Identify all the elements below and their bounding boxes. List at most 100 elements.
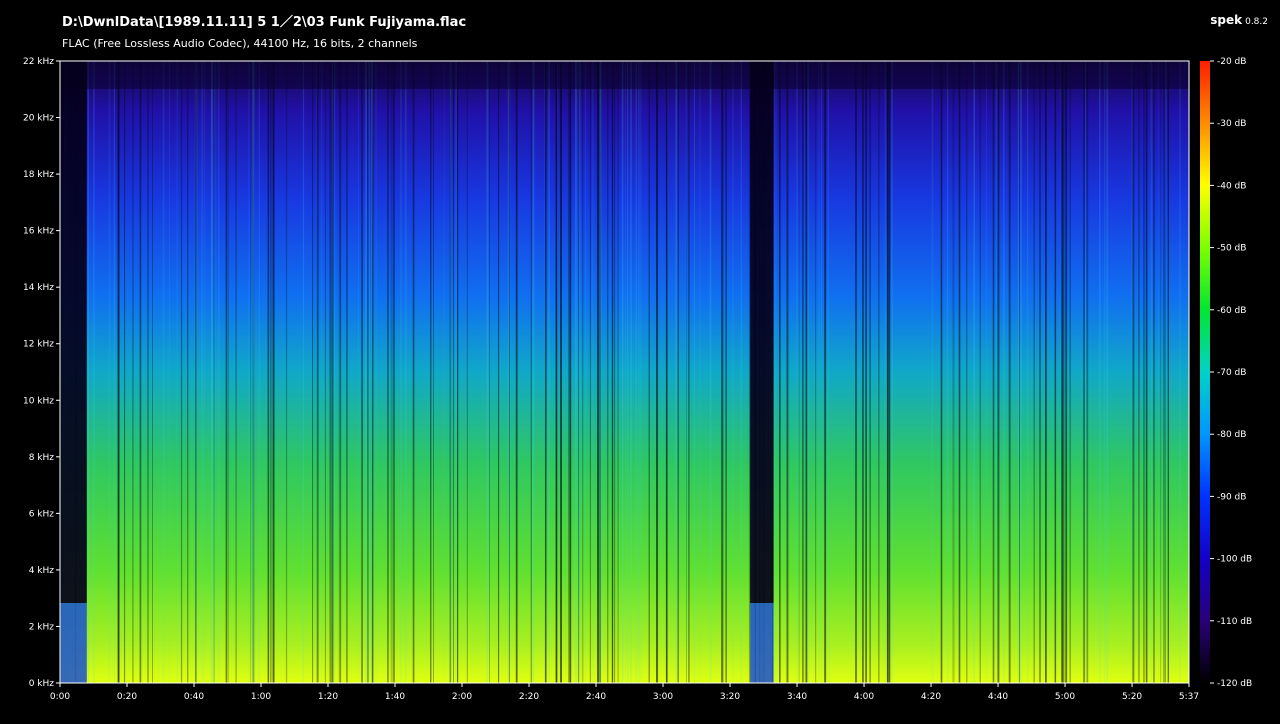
spectrogram-stripe (725, 61, 727, 683)
spectrogram-stripe (453, 61, 454, 683)
spectrogram-stripe (533, 61, 535, 683)
spectrogram-stripe (162, 61, 165, 683)
spectrogram-stripe (315, 61, 318, 683)
spectrogram-stripe (1033, 61, 1035, 683)
spectrogram-stripe (862, 61, 864, 683)
spectrogram-stripe (1062, 61, 1064, 683)
spectrogram-stripe (592, 61, 594, 683)
spectrogram-stripe (316, 61, 319, 683)
y-tick-label: 20 kHz (23, 114, 54, 124)
spectrogram-stripe (1132, 61, 1134, 683)
spectrogram-stripe (1157, 61, 1159, 683)
spectrogram-stripe (891, 61, 893, 683)
y-axis: 0 kHz 2 kHz 4 kHz 6 kHz 8 kHz 10 kHz 12 kHz 14 … (23, 57, 60, 689)
spectrogram-stripe (321, 61, 323, 683)
spectrogram-stripe (575, 61, 577, 683)
spectrogram-stripe (557, 61, 558, 683)
silent-segments (60, 61, 774, 683)
spectrogram-stripe (375, 61, 377, 683)
x-tick-label: 5:20 (1122, 692, 1142, 702)
spectrogram-stripe (368, 61, 370, 683)
spectrogram-stripe (152, 61, 153, 683)
spectrogram-stripe (248, 61, 250, 683)
x-tick-label: 4:40 (988, 692, 1008, 702)
spectrogram-stripe (732, 61, 734, 683)
spectrogram-stripe (1143, 61, 1145, 683)
spectrogram-stripe (430, 61, 432, 683)
spectrogram-stripe (211, 61, 212, 683)
x-tick-label: 3:00 (653, 692, 673, 702)
spectrogram-stripe (1054, 61, 1057, 683)
spectrogram-stripe (805, 61, 808, 683)
spectrogram-stripe (213, 61, 215, 683)
spectrogram-stripe (176, 61, 178, 683)
spectrogram-stripe (1145, 61, 1148, 683)
spectrogram-stripe (1003, 61, 1005, 683)
spectrogram-stripe (1084, 61, 1086, 683)
spectrogram-stripe (878, 61, 880, 683)
spectrogram-stripe (1167, 61, 1169, 683)
spectrogram-stripe (952, 61, 954, 683)
spectrogram-stripe (334, 61, 336, 683)
spectrogram-stripe (1146, 61, 1148, 683)
spectrogram-stripe (638, 61, 640, 683)
spectrogram-stripe (1160, 61, 1162, 683)
spectrogram-stripe (709, 61, 712, 683)
spectrogram-stripe (196, 61, 198, 683)
spectrogram-stripe (979, 61, 981, 683)
spectrogram-stripe (802, 61, 803, 683)
legend-tick-label: -120 dB (1217, 679, 1252, 689)
y-tick-label: 18 kHz (23, 170, 54, 180)
spectrogram-stripe (498, 61, 500, 683)
legend-bar (1200, 61, 1210, 683)
spectrogram-stripe (1027, 61, 1029, 683)
x-tick-label: 4:20 (921, 692, 941, 702)
spectrogram-stripe (556, 61, 558, 683)
spectrogram-stripe (579, 61, 581, 683)
spectrogram-stripe (393, 61, 395, 683)
spectrogram-stripe (699, 61, 701, 683)
spectrogram-stripe (285, 61, 288, 683)
spectrogram-stripe (1104, 61, 1106, 683)
spectrogram-stripe (740, 61, 742, 683)
legend-tick-label: -20 dB (1217, 57, 1246, 67)
y-tick-label: 12 kHz (23, 340, 54, 350)
spectrogram-stripe (329, 61, 332, 683)
spectrogram-stripe (578, 61, 580, 683)
spectrogram-stripe (815, 61, 817, 683)
spectrogram-stripe (1069, 61, 1071, 683)
spectrogram-stripe (685, 61, 687, 683)
spectrogram-stripe (1131, 61, 1133, 683)
app-name-label: spek (1210, 13, 1243, 27)
spectrogram-stripe (548, 61, 550, 683)
spectrogram-stripe (992, 61, 995, 683)
spectrogram-stripe (195, 61, 197, 683)
legend-tick-label: -50 dB (1217, 244, 1246, 254)
spectrogram-stripe (324, 61, 326, 683)
spectrogram-stripe (124, 61, 126, 683)
spectrogram-stripe (1165, 61, 1167, 683)
spectrogram-stripe (201, 61, 203, 683)
y-tick-label: 14 kHz (23, 283, 54, 293)
spectrogram-stripe (139, 61, 141, 683)
spectrogram-stripe (1099, 61, 1101, 683)
spectrogram-stripe (721, 61, 723, 683)
spectrogram-stripe (250, 61, 252, 683)
spectrogram-stripe (515, 61, 518, 683)
spectrogram-stripe (568, 61, 570, 683)
y-tick-label: 8 kHz (29, 453, 55, 463)
spectrogram-stripe (517, 61, 518, 683)
spectrogram-stripe (270, 61, 272, 683)
spectrogram-stripe (1106, 61, 1109, 683)
spectrogram-stripe (372, 61, 374, 683)
spectrogram-stripe (677, 61, 679, 683)
spectrogram-stripe (258, 61, 260, 683)
app-version: 0.8.2 (1245, 17, 1268, 27)
spectrogram-stripe (599, 61, 602, 683)
spectrogram-stripe (1008, 61, 1011, 683)
spectrogram-stripe (302, 61, 305, 683)
x-tick-label: 5:00 (1055, 692, 1075, 702)
spectrogram-stripe (1045, 61, 1047, 683)
spectrogram-stripe (1019, 61, 1020, 683)
